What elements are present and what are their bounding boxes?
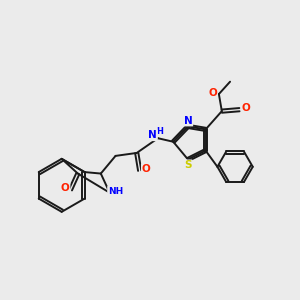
Text: S: S [184, 160, 192, 170]
Text: N: N [148, 130, 157, 140]
Text: H: H [156, 127, 163, 136]
Text: O: O [208, 88, 217, 98]
Text: O: O [61, 183, 70, 193]
Text: O: O [142, 164, 151, 174]
Text: O: O [242, 103, 250, 113]
Text: N: N [184, 116, 192, 126]
Text: NH: NH [108, 187, 123, 196]
